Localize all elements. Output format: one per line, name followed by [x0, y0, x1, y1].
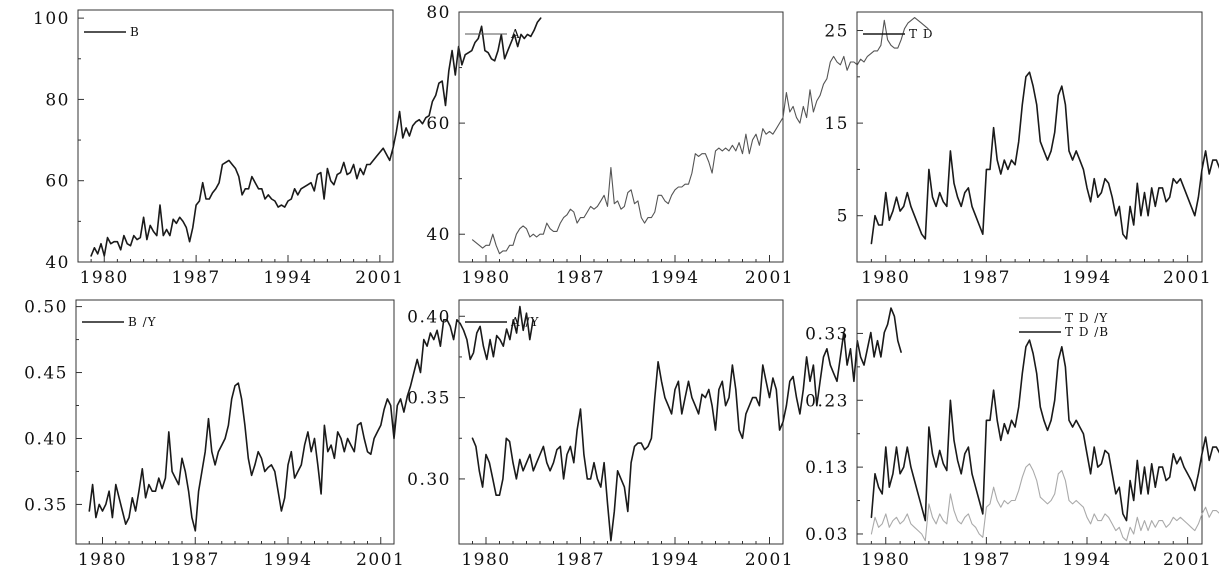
x-tick-label: 2001: [355, 268, 404, 288]
series-line-a: [471, 17, 929, 255]
x-tick-label: 2001: [745, 550, 794, 570]
panel-1: 40 60 80 100 1980 1987 1994 2001 B: [33, 9, 542, 288]
y-tick-label: 0.13: [805, 458, 849, 478]
y-tick-label: 60: [426, 114, 451, 134]
x-tick-label: 1980: [78, 550, 127, 570]
x-tick-label: 1987: [556, 268, 605, 288]
y-tick-label: 0.35: [407, 389, 451, 409]
panel-5: 0.30 0.35 0.40 1980 1987 1994 2001 A /Y: [407, 299, 902, 570]
plot-frame: [458, 299, 784, 545]
x-tick-label: 1980: [461, 268, 510, 288]
y-tick-label: 0.03: [805, 525, 849, 545]
panel-2: 40 60 80 1980 1987 1994 2001 A: [426, 3, 929, 288]
x-tick-label: 1980: [461, 550, 510, 570]
x-tick-label: 1994: [263, 550, 312, 570]
legend-label-t-d-b: T D /B: [1065, 325, 1109, 339]
y-tick-label: 100: [33, 9, 70, 29]
y-tick-label: 40: [45, 253, 70, 273]
x-tick-label: 1987: [171, 550, 220, 570]
panel-6: 0.03 0.13 0.23 0.33 1980 1987 1994 2001 T D /YT …: [805, 299, 1219, 570]
x-tick-label: 1980: [861, 268, 910, 288]
x-tick-label: 1994: [1062, 268, 1111, 288]
plot-frame: [77, 9, 394, 263]
plot-frame: [856, 11, 1203, 263]
y-tick-label: 0.40: [24, 429, 68, 449]
y-tick-label: 80: [45, 90, 70, 110]
legend-label-a: A: [510, 27, 521, 41]
plot-frame: [856, 299, 1203, 545]
x-tick-label: 1994: [263, 268, 312, 288]
series-line-a-y: [471, 307, 902, 542]
x-tick-label: 1987: [962, 550, 1011, 570]
series-line-t-d-y: [870, 463, 1219, 542]
x-tick-label: 2001: [1163, 550, 1212, 570]
x-tick-label: 1994: [650, 550, 699, 570]
legend-label-a-y: A /Y: [510, 315, 540, 329]
y-tick-label: 0.50: [24, 298, 68, 318]
x-tick-label: 2001: [356, 550, 405, 570]
x-tick-label: 1987: [171, 268, 220, 288]
x-tick-label: 2001: [745, 268, 794, 288]
x-tick-label: 1980: [80, 268, 129, 288]
y-tick-label: 0.40: [407, 307, 451, 327]
legend-label-b: B: [130, 25, 140, 39]
plot-frame: [75, 299, 395, 545]
y-tick-label: 0.45: [24, 364, 68, 384]
y-tick-label: 5: [837, 207, 849, 227]
series-line-b-y: [88, 305, 534, 532]
x-tick-label: 1994: [650, 268, 699, 288]
series-line-b: [90, 17, 542, 257]
x-tick-label: 2001: [1163, 268, 1212, 288]
x-tick-label: 1987: [962, 268, 1011, 288]
series-line-t-d: [870, 71, 1219, 245]
series-line-t-d-b: [870, 339, 1219, 522]
y-tick-label: 0.23: [805, 391, 849, 411]
y-tick-label: 80: [426, 3, 451, 23]
x-tick-label: 1994: [1062, 550, 1111, 570]
legend-label-t-d-y: T D /Y: [1065, 311, 1108, 325]
panel-4: 0.35 0.40 0.45 0.50 1980 1987 1994 2001 B /Y: [24, 298, 534, 570]
y-tick-label: 0.35: [24, 495, 68, 515]
y-tick-label: 25: [824, 22, 849, 42]
x-tick-label: 1980: [861, 550, 910, 570]
panel-3: 5 15 25 1980 1987 1994 2001 T D: [824, 11, 1219, 288]
x-tick-label: 1987: [556, 550, 605, 570]
y-tick-label: 15: [824, 114, 849, 134]
y-tick-label: 0.33: [805, 324, 849, 344]
y-tick-label: 0.30: [407, 470, 451, 490]
legend-label-t-d: T D: [909, 27, 933, 41]
y-tick-label: 60: [45, 172, 70, 192]
y-tick-label: 40: [426, 225, 451, 245]
legend-label-b-y: B /Y: [128, 315, 157, 329]
